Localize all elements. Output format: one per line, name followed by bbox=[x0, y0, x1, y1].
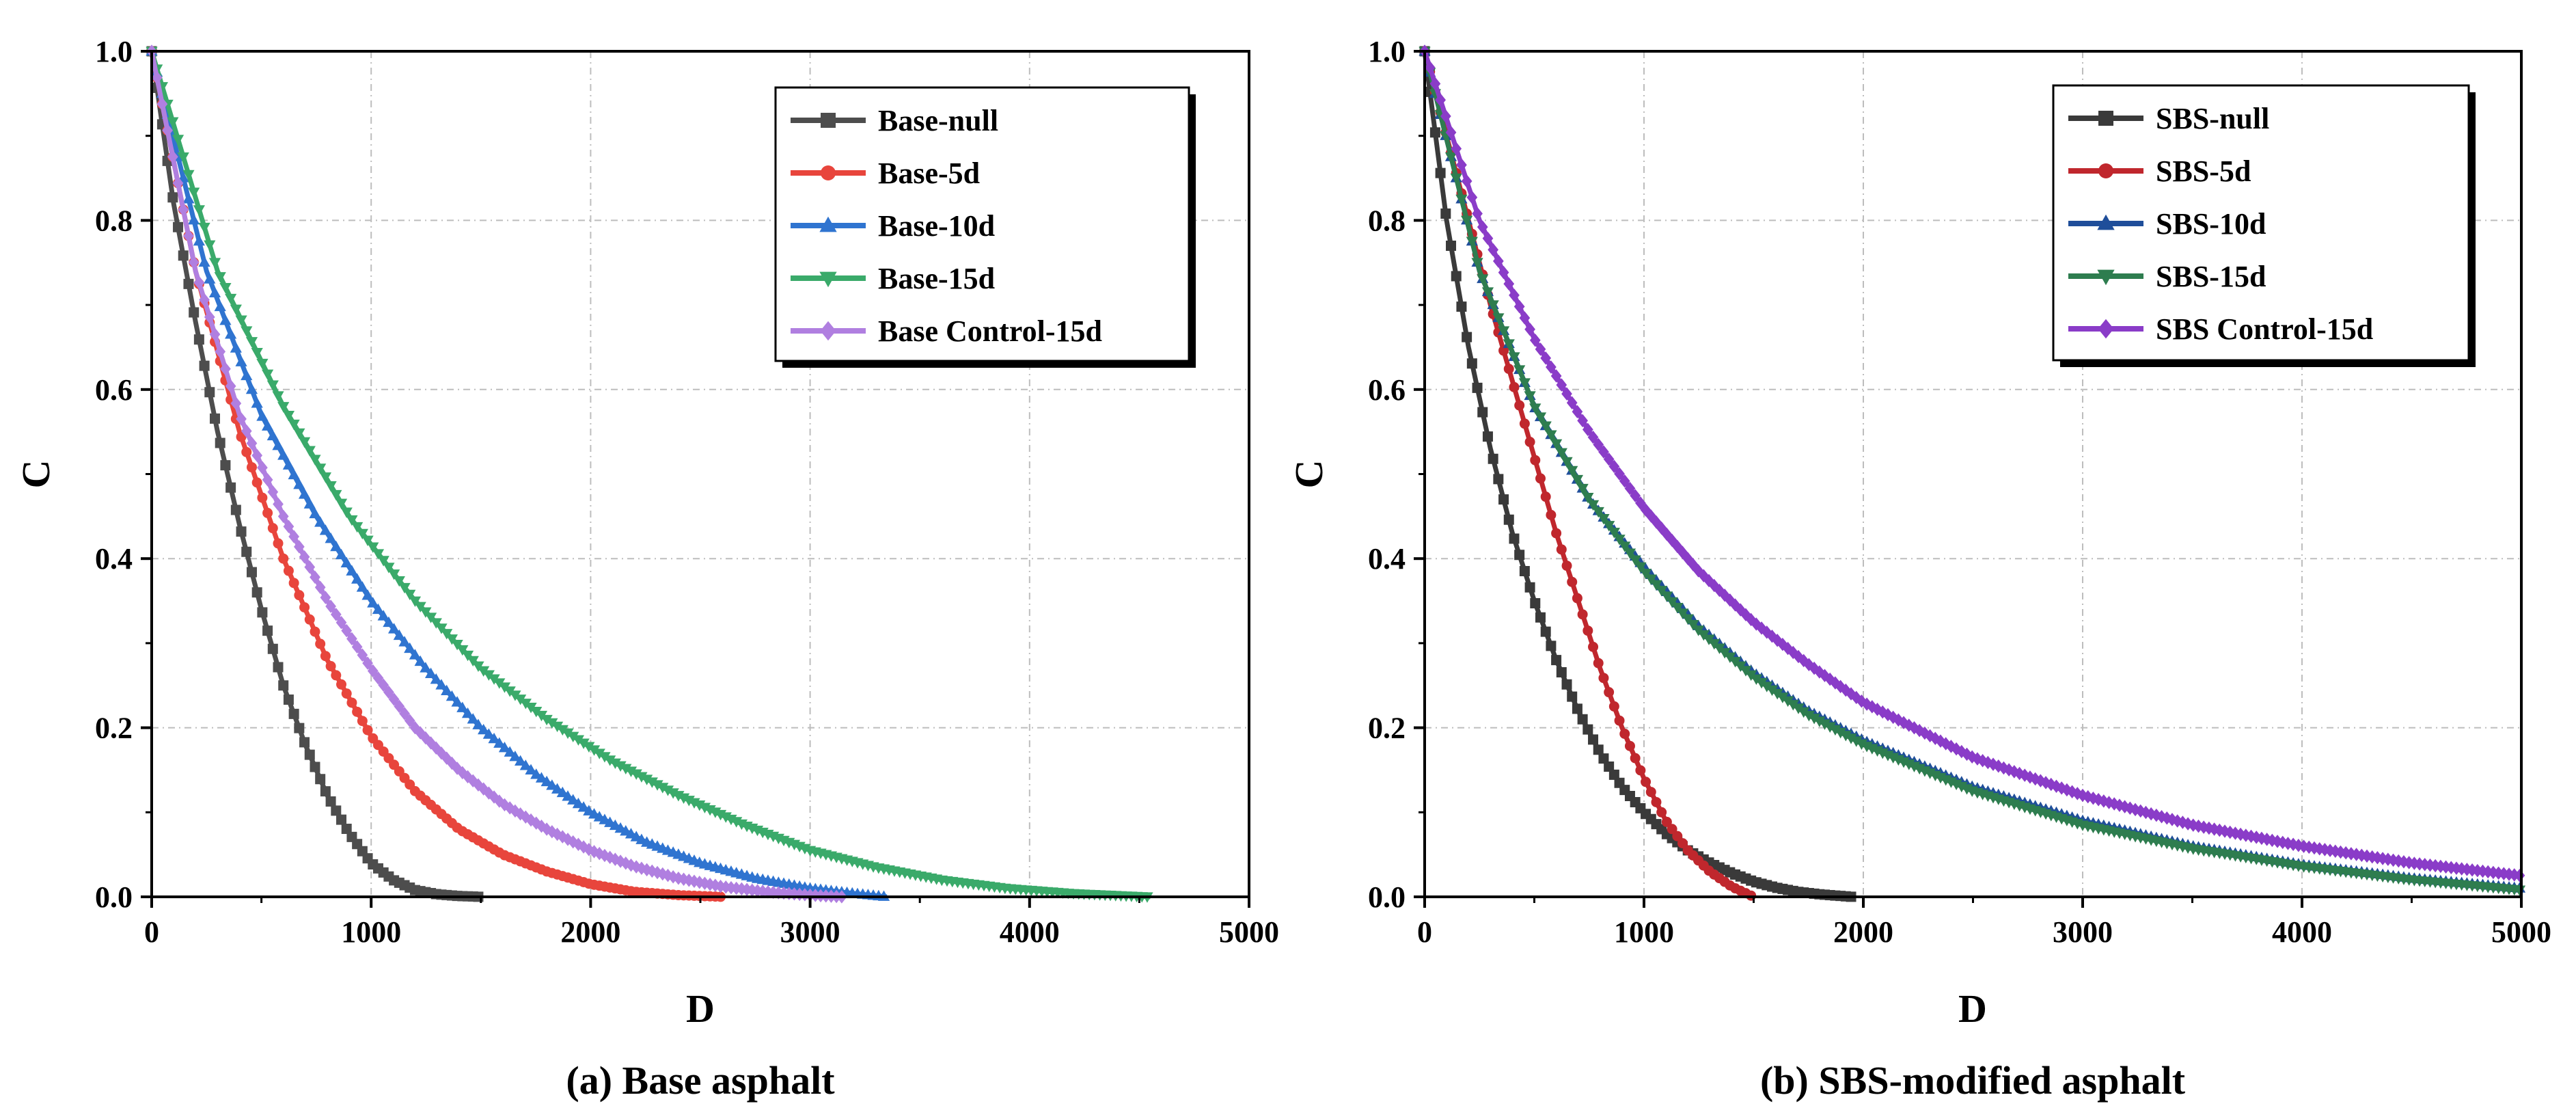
legend-label: SBS-null bbox=[2156, 102, 2269, 135]
legend: SBS-null SBS-5d SBS-10d SBS-15d SBS Control-… bbox=[2052, 84, 2476, 367]
x-tick-label: 0 bbox=[144, 915, 159, 949]
legend-marker bbox=[2098, 163, 2113, 178]
legend-item: Base-5d bbox=[791, 157, 980, 190]
legend-label: SBS Control-15d bbox=[2156, 312, 2373, 346]
legend-item: SBS-10d bbox=[2068, 207, 2266, 241]
axes: 0 1000 2000 3000 4000 5000 0.0 0.2 0.4 0.6 0.8 1.0 bbox=[95, 35, 1279, 949]
y-tick-label: 0.4 bbox=[1368, 542, 1406, 576]
legend-item: Base-15d bbox=[791, 262, 995, 295]
legend-item: Base Control-15d bbox=[791, 314, 1102, 348]
series-sbs-15d bbox=[1419, 46, 2526, 896]
axes: 0 1000 2000 3000 4000 5000 0.0 0.2 0.4 0.6 0.8 1.0 bbox=[1368, 35, 2551, 949]
legend-label: Base-15d bbox=[878, 262, 995, 295]
x-tick-label: 2000 bbox=[560, 915, 620, 949]
legend-marker bbox=[819, 271, 837, 288]
grid bbox=[152, 51, 1249, 897]
x-tick-label: 1000 bbox=[1614, 915, 1674, 949]
legend-label: SBS-15d bbox=[2156, 260, 2266, 293]
legend-label: SBS-5d bbox=[2156, 154, 2251, 188]
legend-marker bbox=[2098, 111, 2113, 126]
x-tick-label: 0 bbox=[1417, 915, 1432, 949]
legend-box bbox=[774, 86, 1190, 362]
legend-label: SBS-10d bbox=[2156, 207, 2266, 241]
legend-item: Base-10d bbox=[791, 209, 995, 243]
legend-label: Base-10d bbox=[878, 209, 995, 243]
legend-marker bbox=[2098, 319, 2114, 339]
series-base-10d bbox=[146, 45, 890, 901]
y-tick-label: 0.0 bbox=[1368, 880, 1406, 914]
series-sbs-null bbox=[1419, 46, 1856, 902]
x-tick-label: 3000 bbox=[780, 915, 840, 949]
legend-label: Base Control-15d bbox=[878, 314, 1102, 348]
x-axis-title: D bbox=[1958, 986, 1987, 1031]
x-tick-label: 1000 bbox=[341, 915, 401, 949]
y-tick-label: 0.8 bbox=[1368, 204, 1406, 237]
legend-marker bbox=[821, 165, 836, 180]
legend-marker bbox=[820, 321, 836, 341]
x-tick-label: 4000 bbox=[1000, 915, 1060, 949]
panel-caption: (b) SBS-modified asphalt bbox=[1760, 1058, 2186, 1103]
legend-item: SBS-5d bbox=[2068, 154, 2251, 188]
y-tick-label: 1.0 bbox=[95, 35, 133, 68]
series-base-control-15d bbox=[146, 44, 847, 904]
y-tick-label: 0.2 bbox=[1368, 712, 1406, 745]
x-tick-label: 3000 bbox=[2053, 915, 2113, 949]
legend-item: SBS-null bbox=[2068, 102, 2269, 135]
legend: Base-null Base-5d Base-10d Base-15d Base Con… bbox=[774, 86, 1196, 368]
legend-marker bbox=[2097, 269, 2115, 286]
panel-a: 0 1000 2000 3000 4000 5000 0.0 0.2 0.4 0.6 0.8 1.0 D… bbox=[14, 35, 1279, 1103]
y-tick-label: 0.6 bbox=[1368, 373, 1406, 407]
x-tick-label: 4000 bbox=[2272, 915, 2332, 949]
series-base-null bbox=[146, 46, 484, 902]
x-tick-label: 5000 bbox=[1219, 915, 1279, 949]
x-tick-label: 2000 bbox=[1833, 915, 1893, 949]
y-tick-label: 0.2 bbox=[95, 712, 133, 745]
x-axis-title: D bbox=[686, 986, 715, 1031]
panel-b: 0 1000 2000 3000 4000 5000 0.0 0.2 0.4 0.6 0.8 1.0 D… bbox=[1287, 35, 2551, 1103]
legend-marker bbox=[819, 216, 837, 232]
y-axis-title: C bbox=[1287, 460, 1331, 489]
y-tick-label: 0.8 bbox=[95, 204, 133, 237]
legend-item: Base-null bbox=[791, 104, 998, 137]
panel-caption: (a) Base asphalt bbox=[566, 1058, 835, 1103]
y-tick-label: 1.0 bbox=[1368, 35, 1406, 68]
y-tick-label: 0.4 bbox=[95, 542, 133, 576]
legend-marker bbox=[821, 113, 836, 128]
y-tick-label: 0.0 bbox=[95, 880, 133, 914]
legend-item: SBS-15d bbox=[2068, 260, 2266, 293]
legend-item: SBS Control-15d bbox=[2068, 312, 2373, 346]
series-markers bbox=[146, 45, 890, 901]
x-tick-label: 5000 bbox=[2491, 915, 2551, 949]
y-axis-title: C bbox=[14, 460, 58, 489]
series-base-15d bbox=[146, 46, 1153, 903]
legend-label: Base-null bbox=[878, 104, 998, 137]
legend-label: Base-5d bbox=[878, 157, 980, 190]
series-base-5d bbox=[146, 46, 726, 902]
y-tick-label: 0.6 bbox=[95, 373, 133, 407]
legend-marker bbox=[2097, 214, 2115, 230]
series-sbs-control-15d bbox=[1419, 44, 2525, 882]
